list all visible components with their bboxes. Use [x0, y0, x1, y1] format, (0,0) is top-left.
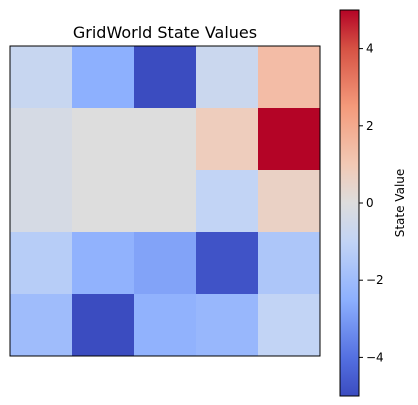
- heatmap-cell-r1-c4: [258, 108, 321, 171]
- colorbar-ticks: −4 −2 0 2 4: [359, 42, 384, 364]
- heatmap-cell-r3-c2: [134, 232, 197, 295]
- heatmap-cell-r1-c2: [134, 108, 197, 171]
- colorbar-tick-label: 2: [366, 119, 374, 133]
- heatmap-cell-r2-c1: [72, 170, 135, 233]
- heatmap-cell-r4-c2: [134, 294, 197, 357]
- heatmap-cell-r0-c4: [258, 46, 321, 109]
- colorbar-tick-label: 0: [366, 196, 374, 210]
- chart-title: GridWorld State Values: [73, 23, 257, 42]
- heatmap-cell-r0-c1: [72, 46, 135, 109]
- heatmap-cell-r3-c4: [258, 232, 321, 295]
- heatmap-cell-r2-c4: [258, 170, 321, 233]
- heatmap-cell-r2-c2: [134, 170, 197, 233]
- heatmap-cell-r4-c0: [10, 294, 73, 357]
- heatmap-cell-r0-c3: [196, 46, 259, 109]
- heatmap-cell-r4-c4: [258, 294, 321, 357]
- colorbar-tick-label: −4: [366, 350, 384, 364]
- heatmap-cell-r0-c2: [134, 46, 197, 109]
- heatmap-cell-r3-c3: [196, 232, 259, 295]
- colorbar-tick-label: 4: [366, 42, 374, 56]
- heatmap-cell-r1-c0: [10, 108, 73, 171]
- heatmap-cell-r2-c3: [196, 170, 259, 233]
- heatmap-cell-r0-c0: [10, 46, 73, 109]
- heatmap-cell-r4-c1: [72, 294, 135, 357]
- heatmap-cell-r3-c1: [72, 232, 135, 295]
- colorbar-label: State Value: [393, 169, 407, 238]
- heatmap-cell-r1-c1: [72, 108, 135, 171]
- heatmap-cell-r3-c0: [10, 232, 73, 295]
- heatmap-frame: [9, 45, 321, 357]
- colorbar: [339, 9, 360, 397]
- heatmap-cell-r4-c3: [196, 294, 259, 357]
- heatmap-grid: [10, 46, 321, 357]
- heatmap-cell-r2-c0: [10, 170, 73, 233]
- colorbar-tick-label: −2: [366, 273, 384, 287]
- heatmap-cell-r1-c3: [196, 108, 259, 171]
